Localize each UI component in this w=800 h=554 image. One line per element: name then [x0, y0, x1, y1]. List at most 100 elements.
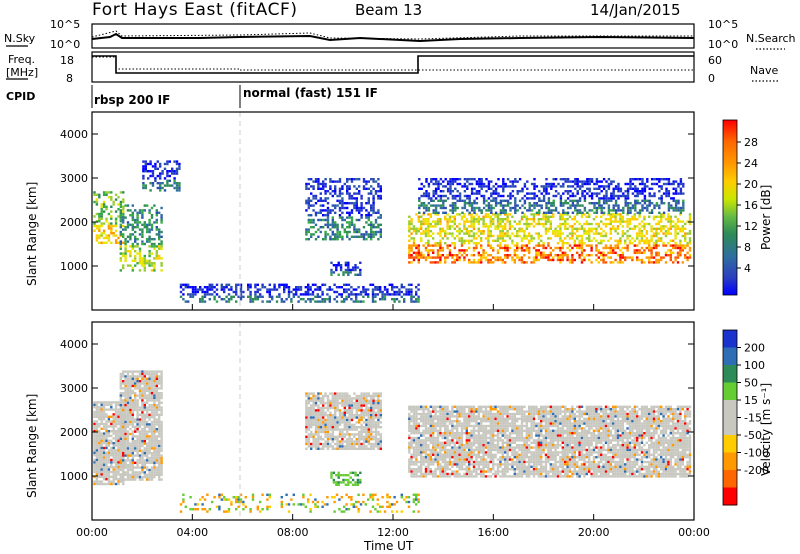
data-cell: [324, 238, 327, 241]
data-cell: [674, 206, 678, 210]
data-cell: [672, 187, 675, 190]
data-cell: [124, 437, 127, 440]
data-cell: [470, 254, 473, 257]
data-cell: [489, 222, 492, 226]
data-cell: [360, 409, 363, 412]
data-cell: [148, 230, 151, 234]
data-cell: [148, 440, 151, 443]
data-cell: [311, 290, 315, 294]
data-cell: [664, 244, 668, 247]
data-cell: [314, 445, 318, 448]
data-cell: [141, 240, 144, 243]
data-cell: [633, 239, 636, 242]
data-cell: [410, 222, 413, 226]
data-cell: [141, 216, 144, 219]
data-cell: [148, 382, 151, 385]
data-cell: [451, 261, 454, 264]
data-cell: [143, 432, 146, 436]
data-cell: [494, 227, 497, 230]
data-cell: [588, 254, 591, 257]
data-cell: [310, 214, 313, 217]
data-cell: [305, 202, 308, 205]
data-cell: [324, 178, 327, 181]
data-cell: [604, 254, 608, 257]
data-cell: [360, 435, 363, 438]
data-cell: [312, 421, 315, 424]
data-cell: [499, 199, 503, 202]
data-cell: [679, 209, 683, 212]
data-cell: [112, 422, 115, 426]
data-cell: [573, 218, 576, 221]
data-cell: [641, 209, 644, 212]
data-cell: [408, 227, 411, 230]
data-cell: [485, 185, 488, 188]
data-cell: [114, 463, 118, 466]
data-cell: [664, 234, 668, 238]
data-cell: [544, 256, 548, 259]
data-cell: [571, 192, 575, 195]
data-cell: [141, 370, 144, 373]
data-cell: [537, 249, 540, 252]
data-cell: [468, 242, 471, 245]
data-cell: [621, 232, 624, 235]
data-cell: [552, 232, 555, 235]
data-cell: [542, 222, 545, 226]
data-cell: [612, 246, 615, 250]
data-cell: [343, 298, 346, 301]
data-cell: [590, 244, 593, 247]
data-cell: [353, 226, 356, 229]
data-cell: [155, 468, 158, 472]
data-cell: [338, 445, 342, 448]
data-cell: [669, 258, 672, 262]
data-cell: [105, 425, 108, 428]
data-cell: [646, 204, 649, 207]
data-cell: [595, 249, 598, 252]
data-cell: [604, 261, 608, 264]
data-cell: [312, 402, 315, 405]
data-cell: [153, 269, 156, 272]
data-cell: [107, 234, 111, 237]
data-cell: [370, 204, 373, 207]
data-cell: [98, 475, 101, 478]
data-cell: [489, 246, 492, 250]
data-cell: [150, 420, 154, 424]
data-cell: [540, 204, 543, 207]
data-cell: [566, 218, 569, 221]
data-cell: [322, 426, 325, 429]
data-cell: [362, 286, 365, 289]
data-cell: [102, 401, 106, 404]
data-cell: [324, 197, 327, 200]
data-cell: [105, 236, 108, 240]
data-cell: [158, 387, 161, 390]
data-cell: [93, 458, 96, 462]
data-cell: [98, 212, 101, 216]
data-cell: [122, 434, 125, 438]
data-cell: [136, 459, 139, 462]
data-cell: [343, 206, 346, 210]
data-cell: [134, 444, 137, 448]
data-cell: [564, 227, 567, 230]
data-cell: [573, 242, 576, 245]
data-cell: [326, 233, 330, 236]
data-cell: [624, 242, 627, 245]
data-cell: [114, 210, 118, 213]
data-cell: [134, 476, 137, 479]
data-cell: [131, 432, 134, 436]
data-cell: [346, 438, 349, 441]
data-cell: [564, 180, 567, 183]
data-cell: [580, 254, 584, 257]
data-cell: [353, 433, 356, 436]
data-cell: [360, 447, 363, 450]
data-cell: [143, 223, 146, 226]
data-cell: [602, 206, 606, 210]
data-cell: [453, 220, 456, 223]
data-cell: [107, 461, 111, 464]
data-cell: [585, 215, 588, 218]
data-cell: [454, 204, 457, 207]
data-cell: [155, 413, 158, 416]
data-cell: [367, 218, 370, 222]
data-cell: [492, 213, 495, 216]
data-cell: [528, 225, 531, 228]
data-cell: [331, 428, 334, 431]
data-cell: [672, 199, 675, 202]
